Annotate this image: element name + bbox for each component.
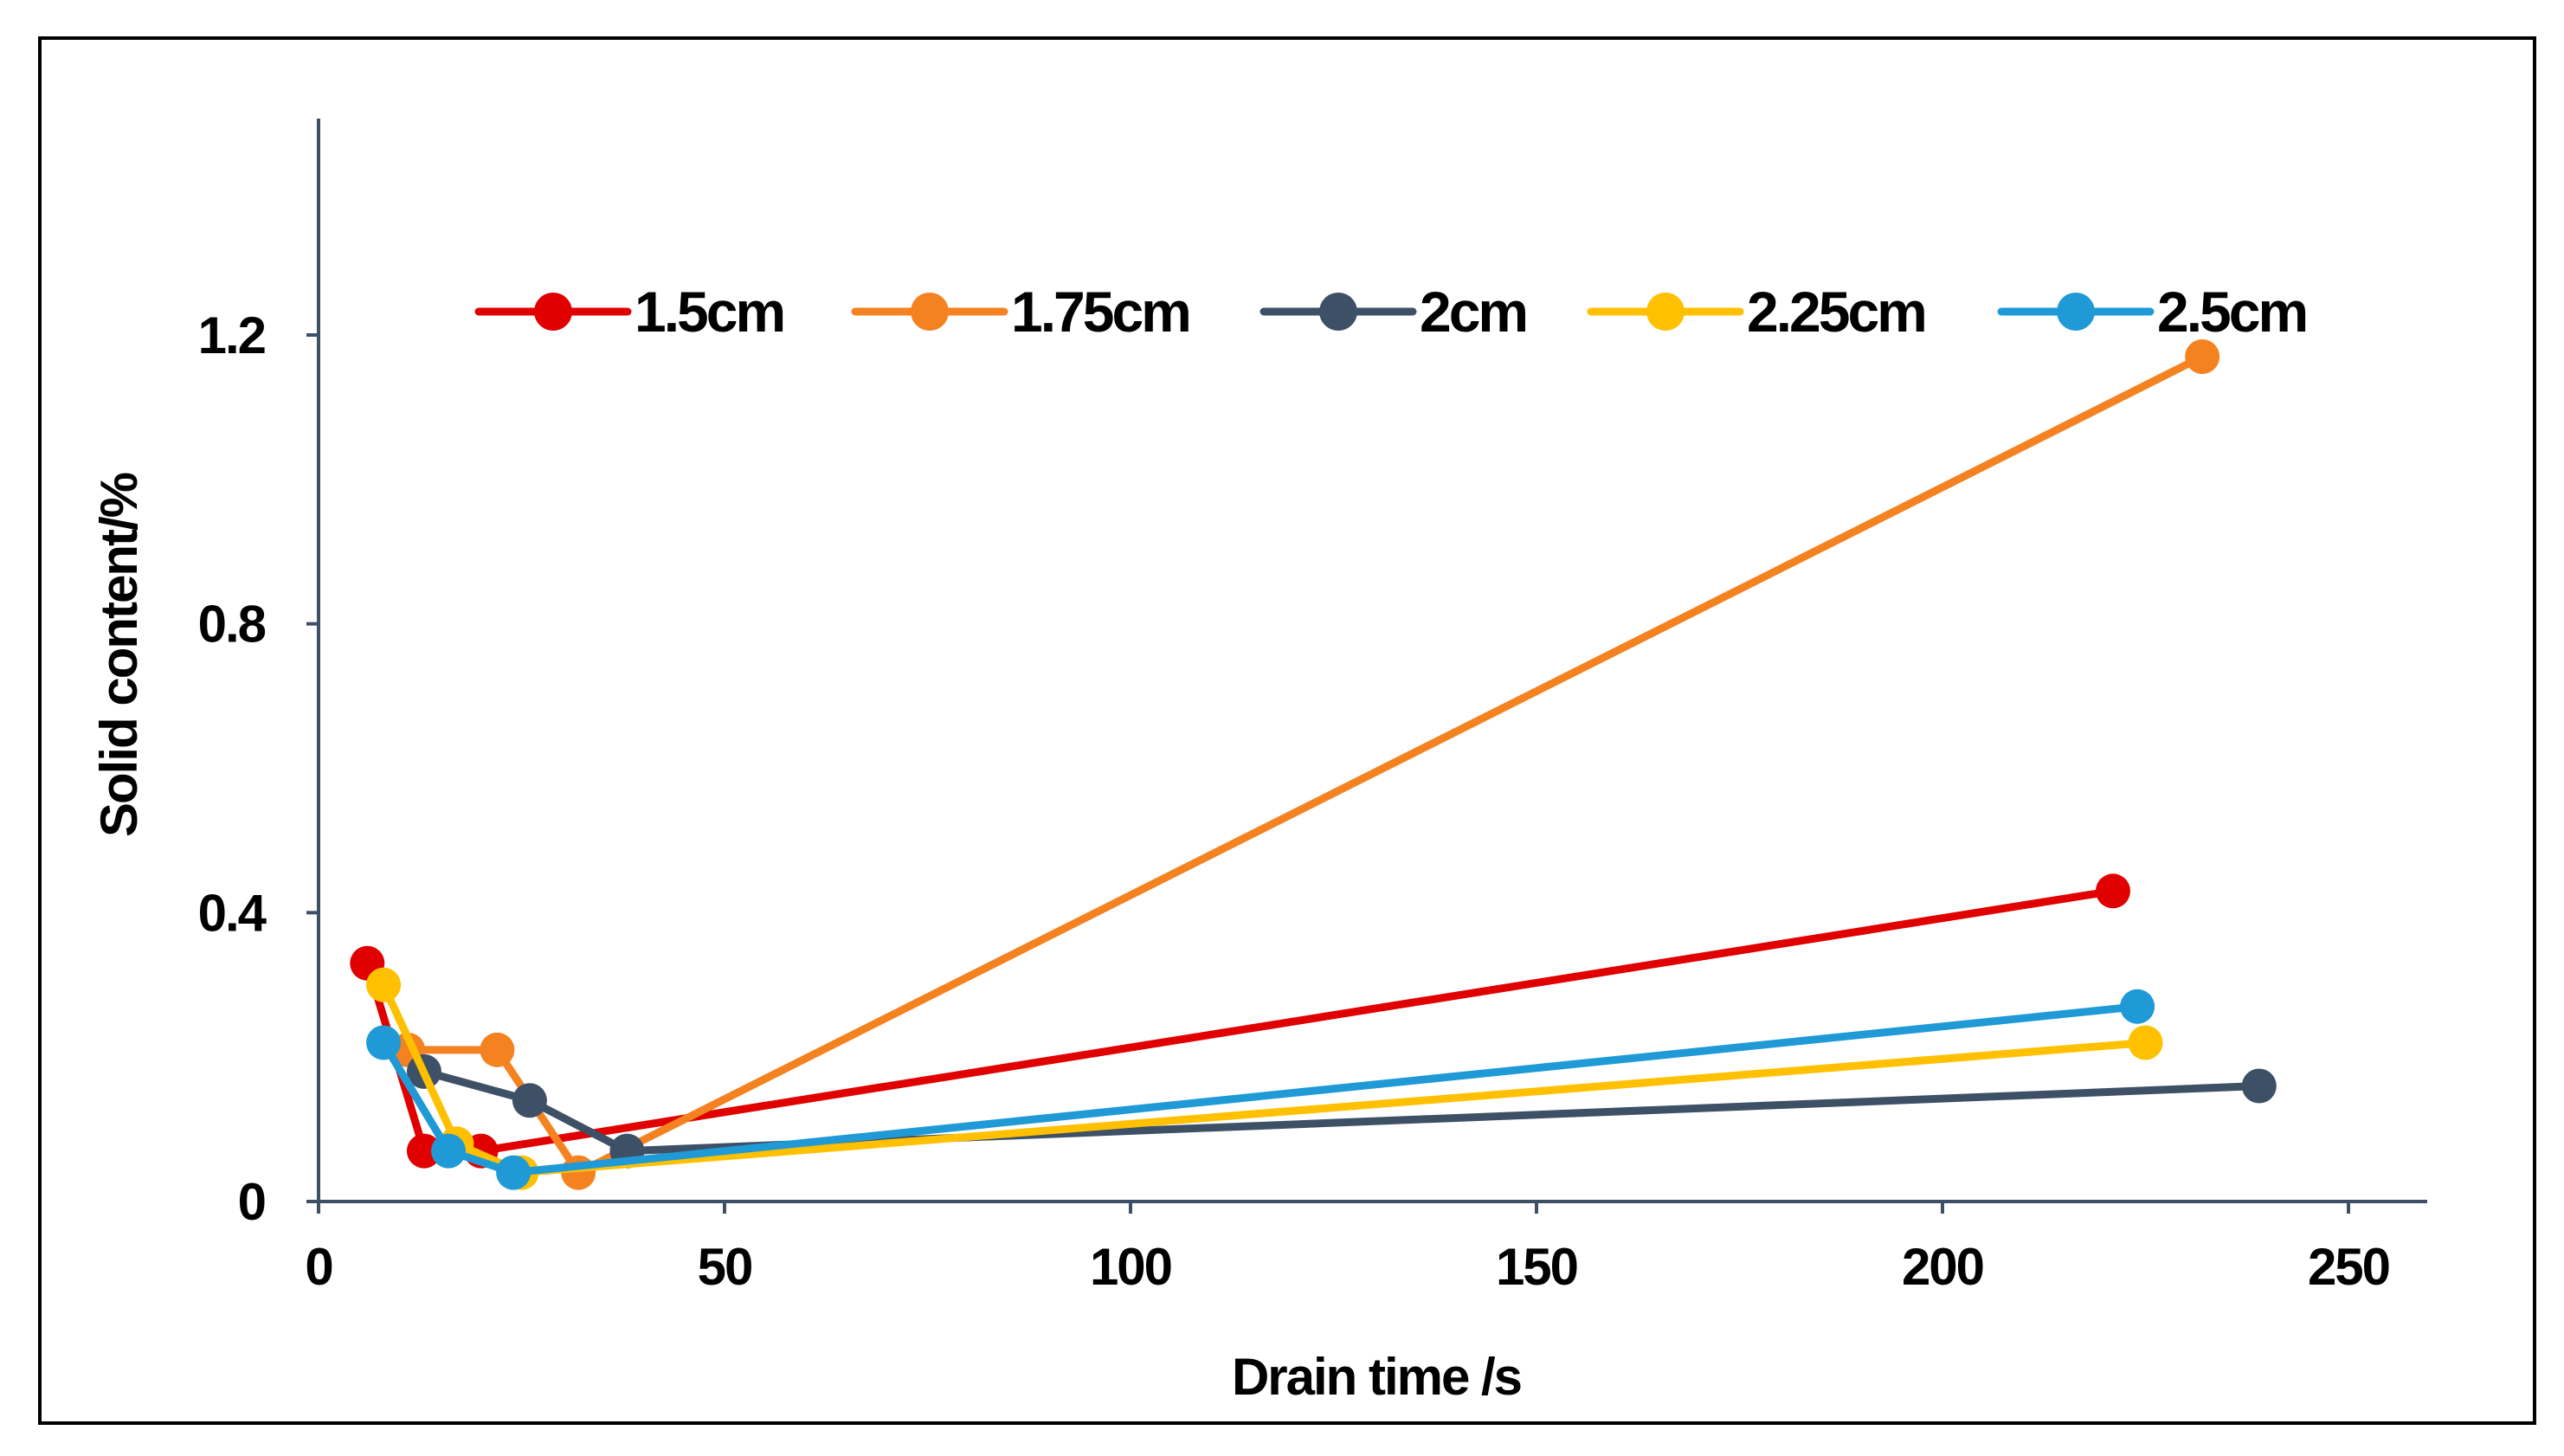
x-tick-label: 100 xyxy=(1090,1238,1171,1296)
series-2.5cm xyxy=(366,989,2155,1190)
legend-label: 2.25cm xyxy=(1747,280,1925,344)
series-line xyxy=(420,1067,2264,1156)
x-tick-label: 200 xyxy=(1902,1238,1983,1296)
legend-item: 1.5cm xyxy=(474,280,786,344)
legend-label: 1.75cm xyxy=(1011,280,1189,344)
data-point xyxy=(496,1155,531,1190)
data-point xyxy=(480,1032,515,1067)
legend-item: 2cm xyxy=(1259,280,1529,344)
legend-item: 2.25cm xyxy=(1587,280,1928,344)
legend-item: 1.75cm xyxy=(851,280,1192,344)
x-tick-label: 150 xyxy=(1496,1238,1577,1296)
data-point xyxy=(431,1133,467,1169)
legend-swatch-marker xyxy=(2057,293,2095,331)
data-point xyxy=(2128,1025,2163,1060)
legend-swatch-marker xyxy=(911,293,949,331)
legend-swatch-marker xyxy=(534,293,572,331)
data-point xyxy=(512,1083,547,1118)
legend-label: 2.5cm xyxy=(2157,280,2306,344)
x-tick-label: 250 xyxy=(2308,1238,2389,1296)
chart-frame xyxy=(38,36,2536,1425)
legend: 1.5cm 1.75cm 2cm 2.25cm 2.5cm xyxy=(474,280,2309,344)
legend-swatch-marker xyxy=(1319,293,1357,331)
data-point xyxy=(406,1133,441,1169)
y-tick-label: 0 xyxy=(238,1173,265,1231)
series-line xyxy=(379,981,2149,1177)
y-tick-label: 0.4 xyxy=(198,884,267,942)
series-line xyxy=(403,352,2206,1177)
x-tick-label: 50 xyxy=(698,1238,752,1296)
legend-label: 1.5cm xyxy=(635,280,783,344)
data-point xyxy=(2185,339,2220,375)
x-axis-title: Drain time /s xyxy=(1232,1348,1521,1406)
legend-swatch-marker xyxy=(1646,293,1685,331)
axes: 0 50 100 150 200 250 0 0.4 0.8 1.2 xyxy=(198,119,2427,1296)
data-point xyxy=(2095,873,2130,909)
data-point xyxy=(2120,989,2155,1024)
x-tick-label: 0 xyxy=(305,1238,332,1296)
data-point xyxy=(366,967,402,1002)
legend-label: 2cm xyxy=(1420,280,1526,344)
series-line xyxy=(379,1002,2142,1177)
legend-item: 2.5cm xyxy=(1997,280,2309,344)
data-point xyxy=(2241,1068,2277,1104)
series-layer xyxy=(350,339,2277,1190)
y-axis-title: Solid content/% xyxy=(90,473,148,837)
data-point xyxy=(366,1025,402,1060)
y-tick-label: 0.8 xyxy=(198,596,266,654)
y-tick-label: 1.2 xyxy=(198,306,265,364)
